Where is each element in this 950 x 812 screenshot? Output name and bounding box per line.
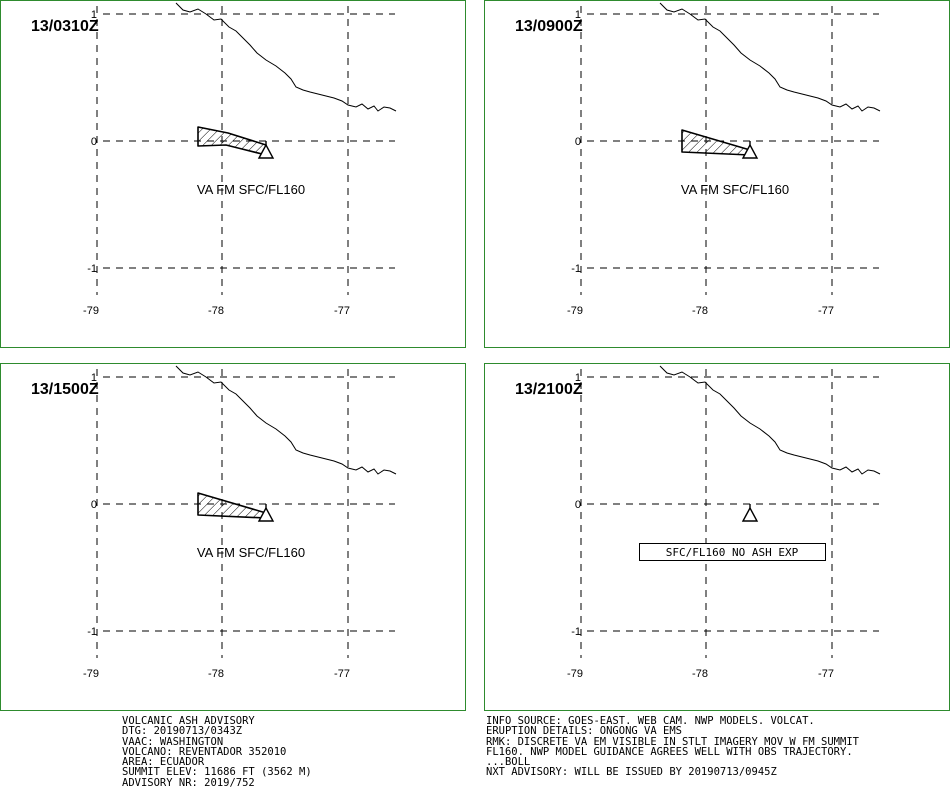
advisory-line: AREA: ECUADOR: [122, 756, 205, 769]
latitude-tick-label: -1: [571, 263, 581, 275]
longitude-tick-label: -79: [83, 305, 99, 317]
map-panel: 1 0 -1 -79 -78 -77 VA FM SFC/FL160 13/0310Z: [0, 0, 466, 348]
panel-frame: [0, 0, 466, 348]
map-panel: 1 0 -1 -79 -78 -77 SFC/FL160 NO ASH EXP 13/2100…: [484, 363, 950, 711]
coastline: [175, 2, 397, 112]
advisory-line: VAAC: WASHINGTON: [122, 735, 224, 748]
latitude-tick-label: 0: [91, 499, 97, 511]
advisory-line: VOLCANIC ASH ADVISORY: [122, 715, 255, 727]
advisory-line: SUMMIT ELEV: 11686 FT (3562 M): [122, 766, 312, 779]
advisory-line: INFO SOURCE: GOES-EAST. WEB CAM. NWP MOD…: [486, 715, 815, 727]
panel-time-title: 13/1500Z: [31, 381, 99, 398]
no-ash-label-box: [639, 543, 826, 561]
latitude-tick-label: 0: [91, 136, 97, 148]
longitude-tick-label: -79: [83, 668, 99, 680]
panel-time-title: 13/2100Z: [515, 381, 583, 398]
advisory-line: ERUPTION DETAILS: ONGONG VA EMS: [486, 725, 682, 738]
map-canvas: 1 0 -1 -79 -78 -77 VA FM SFC/FL160: [0, 0, 466, 348]
longitude-tick-label: -77: [334, 668, 350, 680]
advisory-line: ADVISORY NR: 2019/752: [122, 776, 255, 789]
latitude-tick-label: -1: [87, 626, 97, 638]
coastline: [175, 365, 397, 475]
panel-time-title: 13/0310Z: [31, 18, 99, 35]
panel-frame: [0, 363, 466, 711]
longitude-tick-label: -79: [567, 305, 583, 317]
advisory-right-text: INFO SOURCE: GOES-EAST. WEB CAM. NWP MOD…: [486, 716, 859, 778]
volcano-icon: [741, 504, 759, 522]
longitude-tick-label: -78: [208, 305, 224, 317]
advisory-line: DTG: 20190713/0343Z: [122, 725, 243, 738]
coastline: [659, 365, 881, 475]
volcano-icon: [257, 141, 275, 159]
longitude-tick-label: -78: [692, 305, 708, 317]
latitude-tick-label: 1: [91, 9, 97, 21]
advisory-line: VOLCANO: REVENTADOR 352010: [122, 745, 287, 758]
advisory-line: NXT ADVISORY: WILL BE ISSUED BY 20190713…: [486, 766, 777, 779]
latitude-tick-label: -1: [87, 263, 97, 275]
latitude-tick-label: 1: [575, 372, 581, 384]
advisory-left-text: VOLCANIC ASH ADVISORY DTG: 20190713/0343Z…: [122, 715, 312, 789]
ash-altitude-label: VA FM SFC/FL160: [197, 545, 305, 560]
longitude-tick-label: -77: [818, 305, 834, 317]
longitude-tick-label: -78: [208, 668, 224, 680]
volcano-icon: [257, 504, 275, 522]
panel-frame: [484, 0, 950, 348]
latitude-tick-label: 0: [575, 136, 581, 148]
no-ash-label: SFC/FL160 NO ASH EXP: [666, 546, 799, 559]
map-canvas: 1 0 -1 -79 -78 -77 VA FM SFC/FL160: [484, 0, 950, 348]
longitude-tick-label: -79: [567, 668, 583, 680]
coastline: [659, 2, 881, 112]
longitude-tick-label: -77: [818, 668, 834, 680]
advisory-line: RMK: DISCRETE VA EM VISIBLE IN STLT IMAG…: [486, 735, 859, 748]
advisory-line: FL160. NWP MODEL GUIDANCE AGREES WELL WI…: [486, 745, 853, 758]
panel-time-title: 13/0900Z: [515, 18, 583, 35]
map-canvas: 1 0 -1 -79 -78 -77 VA FM SFC/FL160: [0, 363, 466, 711]
ash-altitude-label: VA FM SFC/FL160: [197, 182, 305, 197]
ash-cloud-polygon: [197, 126, 267, 156]
advisory-line: ...BOLL: [486, 756, 531, 769]
volcano-icon: [741, 141, 759, 159]
latitude-tick-label: 1: [575, 9, 581, 21]
map-panel: 1 0 -1 -79 -78 -77 VA FM SFC/FL160 13/1500Z: [0, 363, 466, 711]
panel-frame: [484, 363, 950, 711]
map-canvas: 1 0 -1 -79 -78 -77 SFC/FL160 NO ASH EXP: [484, 363, 950, 711]
latitude-tick-label: 1: [91, 372, 97, 384]
latitude-tick-label: -1: [571, 626, 581, 638]
map-panel: 1 0 -1 -79 -78 -77 VA FM SFC/FL160 13/0900Z: [484, 0, 950, 348]
latitude-tick-label: 0: [575, 499, 581, 511]
longitude-tick-label: -78: [692, 668, 708, 680]
ash-altitude-label: VA FM SFC/FL160: [681, 182, 789, 197]
longitude-tick-label: -77: [334, 305, 350, 317]
